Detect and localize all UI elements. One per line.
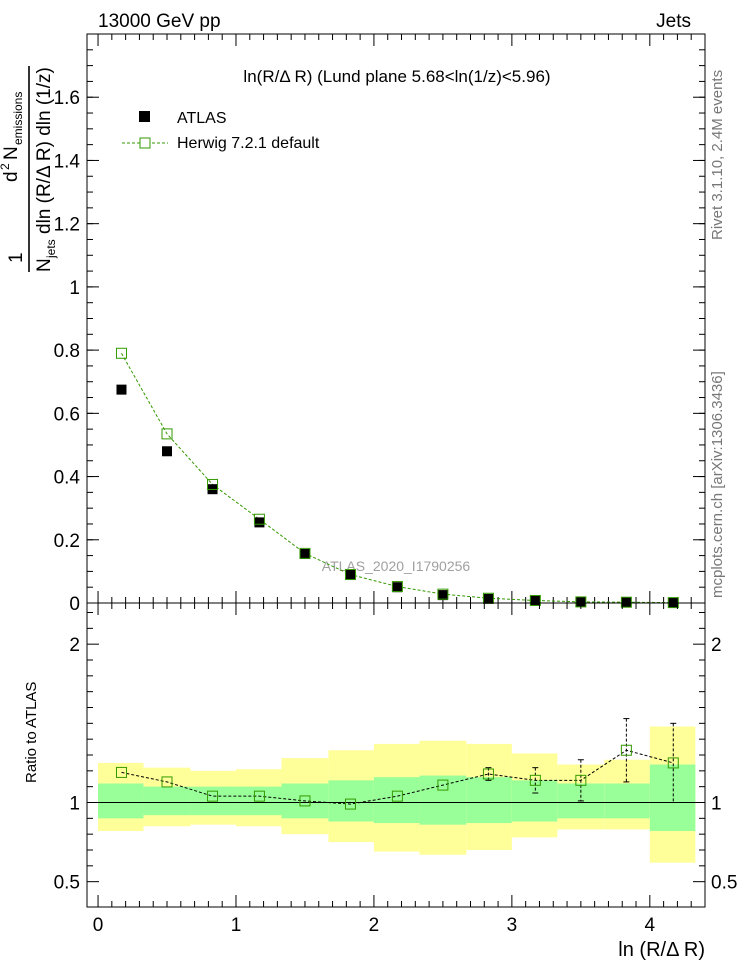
ratio-y-tick-label-left: 0.5 bbox=[54, 873, 80, 894]
ratio-bands bbox=[98, 726, 696, 863]
herwig-point bbox=[620, 596, 632, 608]
legend-atlas-label: ATLAS bbox=[177, 110, 227, 127]
ratio-inner-band-bin bbox=[98, 783, 144, 819]
main-y-tick-label: 0 bbox=[69, 594, 80, 615]
ylabel-emissions: emissions bbox=[11, 92, 25, 145]
herwig-point bbox=[344, 569, 356, 581]
main-y-tick-label: 1.4 bbox=[54, 151, 81, 172]
ylabel-numerator: d 2 N emissions bbox=[0, 92, 25, 182]
ratio-inner-band-bin bbox=[466, 777, 512, 824]
ratio-x-ticks: 0 1 2 3 4 bbox=[93, 603, 706, 936]
main-y-tick-label: 0.4 bbox=[54, 468, 81, 489]
main-ylabel: 1 N jets dln (R/Δ R) dln (1/z) d 2 N emi… bbox=[0, 66, 58, 272]
ratio-y-tick-label-right: 0.5 bbox=[711, 873, 737, 894]
x-tick-label: 0 bbox=[93, 915, 104, 936]
legend-herwig-label: Herwig 7.2.1 default bbox=[177, 135, 320, 152]
atlas-point bbox=[483, 593, 494, 604]
ratio-y-tick-label-left: 2 bbox=[69, 635, 80, 656]
main-y-tick-label: 1 bbox=[69, 278, 80, 299]
legend-atlas-marker bbox=[139, 111, 150, 122]
ratio-panel: 0.5 0.5 1 1 2 2 0 1 2 3 4 bbox=[54, 602, 737, 936]
ratio-y-tick-label-left: 1 bbox=[69, 794, 80, 815]
herwig-point bbox=[299, 547, 311, 559]
atlas-point bbox=[162, 446, 173, 457]
analysis-watermark: ATLAS_2020_I1790256 bbox=[322, 558, 471, 574]
ratio-y-tick-label-right: 2 bbox=[711, 635, 722, 656]
main-x-ticks bbox=[97, 34, 706, 603]
ratio-herwig-point bbox=[344, 798, 356, 810]
herwig-point bbox=[437, 588, 449, 600]
ylabel-one: 1 bbox=[6, 252, 27, 263]
rivet-label: Rivet 3.1.10, 2.4M events bbox=[709, 70, 726, 240]
atlas-point bbox=[575, 597, 586, 608]
ylabel-denominator: N jets dln (R/Δ R) dln (1/z) bbox=[34, 67, 58, 272]
x-tick-label: 2 bbox=[369, 915, 380, 936]
legend: ATLAS Herwig 7.2.1 default bbox=[122, 110, 320, 152]
atlas-point bbox=[392, 582, 403, 593]
main-y-tick-label: 1.2 bbox=[54, 215, 80, 236]
x-tick-label: 1 bbox=[231, 915, 242, 936]
atlas-point bbox=[116, 384, 127, 395]
ylabel-two: 2 bbox=[0, 163, 12, 170]
ratio-herwig-point bbox=[620, 744, 632, 756]
main-y-tick-label: 0.2 bbox=[54, 531, 80, 552]
ratio-data-marks bbox=[115, 718, 679, 810]
atlas-point bbox=[437, 590, 448, 601]
ratio-herwig-point bbox=[482, 768, 494, 780]
ratio-inner-band-bin bbox=[511, 780, 558, 822]
ratio-inner-band-bin bbox=[419, 775, 467, 825]
ylabel-d: d bbox=[1, 171, 22, 182]
ratio-ylabel: Ratio to ATLAS bbox=[23, 682, 40, 783]
ratio-inner-band-bin bbox=[328, 780, 374, 822]
ylabel-dln: dln (R/Δ R) dln (1/z) bbox=[34, 67, 55, 234]
main-data-marks bbox=[115, 347, 679, 609]
ylabel-N: N bbox=[1, 146, 22, 160]
herwig-point bbox=[161, 428, 173, 440]
x-axis-label: ln (R/Δ R) bbox=[618, 939, 705, 961]
ratio-y-ticks: 0.5 0.5 1 1 2 2 bbox=[54, 612, 737, 894]
herwig-point bbox=[529, 594, 541, 606]
atlas-point bbox=[345, 569, 356, 580]
atlas-point bbox=[254, 517, 265, 528]
legend-herwig-marker bbox=[139, 137, 151, 149]
ratio-y-tick-label-right: 1 bbox=[711, 794, 722, 815]
x-tick-label: 4 bbox=[645, 915, 656, 936]
main-y-tick-label: 0.8 bbox=[54, 341, 80, 362]
energy-label: 13000 GeV pp bbox=[98, 11, 221, 32]
main-y-tick-label: 0.6 bbox=[54, 404, 80, 425]
ratio-herwig-point bbox=[667, 757, 679, 769]
ratio-inner-band-bin bbox=[373, 777, 420, 824]
ratio-herwig-point bbox=[437, 779, 449, 791]
ratio-herwig-point bbox=[575, 774, 587, 786]
main-title: ln(R/Δ R) (Lund plane 5.68<ln(1/z)<5.96) bbox=[243, 67, 550, 86]
atlas-point bbox=[530, 595, 541, 606]
ratio-inner-band-bin bbox=[649, 764, 696, 831]
ratio-herwig-point bbox=[115, 766, 127, 778]
herwig-point bbox=[115, 347, 127, 359]
ratio-herwig-point bbox=[299, 795, 311, 807]
ratio-herwig-point bbox=[391, 790, 403, 802]
main-y-tick-label: 1.6 bbox=[54, 88, 80, 109]
atlas-point bbox=[299, 549, 310, 560]
ratio-herwig-point bbox=[207, 790, 219, 802]
ylabel-n: N bbox=[34, 258, 55, 272]
ratio-herwig-point bbox=[253, 790, 265, 802]
ratio-herwig-point bbox=[161, 776, 173, 788]
process-label: Jets bbox=[656, 11, 691, 32]
atlas-point bbox=[621, 597, 632, 608]
mcplots-label: mcplots.cern.ch [arXiv:1306.3436] bbox=[709, 371, 726, 598]
ratio-inner-band-bin bbox=[604, 783, 650, 819]
herwig-point bbox=[253, 513, 265, 525]
ylabel-jets: jets bbox=[44, 239, 58, 259]
ratio-herwig-point bbox=[529, 774, 541, 786]
ratio-inner-band-bin bbox=[143, 786, 191, 816]
main-panel: 0 0.2 0.4 0.6 0.8 1 1.2 1.4 1.6 ATLAS_2020_I1790… bbox=[54, 33, 706, 615]
herwig-point bbox=[391, 581, 403, 593]
x-tick-label: 3 bbox=[507, 915, 518, 936]
main-y-ticks: 0 0.2 0.4 0.6 0.8 1 1.2 1.4 1.6 bbox=[54, 33, 705, 615]
herwig-point bbox=[207, 478, 219, 490]
